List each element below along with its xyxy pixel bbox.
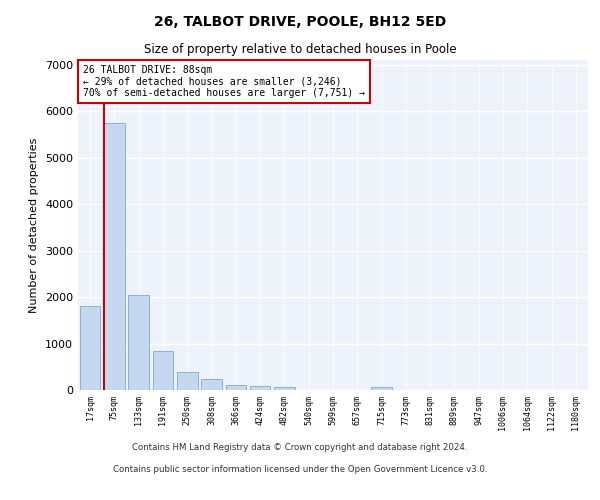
Bar [250, 386, 271, 390]
Bar [104, 122, 125, 390]
Bar [274, 387, 295, 390]
Text: Contains HM Land Registry data © Crown copyright and database right 2024.: Contains HM Land Registry data © Crown c… [132, 442, 468, 452]
Text: Contains public sector information licensed under the Open Government Licence v3: Contains public sector information licen… [113, 465, 487, 474]
Bar [152, 352, 173, 390]
Bar [201, 379, 222, 390]
Bar [128, 294, 149, 390]
Text: 26, TALBOT DRIVE, POOLE, BH12 5ED: 26, TALBOT DRIVE, POOLE, BH12 5ED [154, 15, 446, 29]
Bar [371, 388, 392, 390]
Bar [226, 384, 246, 390]
Y-axis label: Number of detached properties: Number of detached properties [29, 138, 40, 312]
Text: 26 TALBOT DRIVE: 88sqm
← 29% of detached houses are smaller (3,246)
70% of semi-: 26 TALBOT DRIVE: 88sqm ← 29% of detached… [83, 65, 365, 98]
Bar [80, 306, 100, 390]
Text: Size of property relative to detached houses in Poole: Size of property relative to detached ho… [143, 42, 457, 56]
Bar [177, 372, 197, 390]
